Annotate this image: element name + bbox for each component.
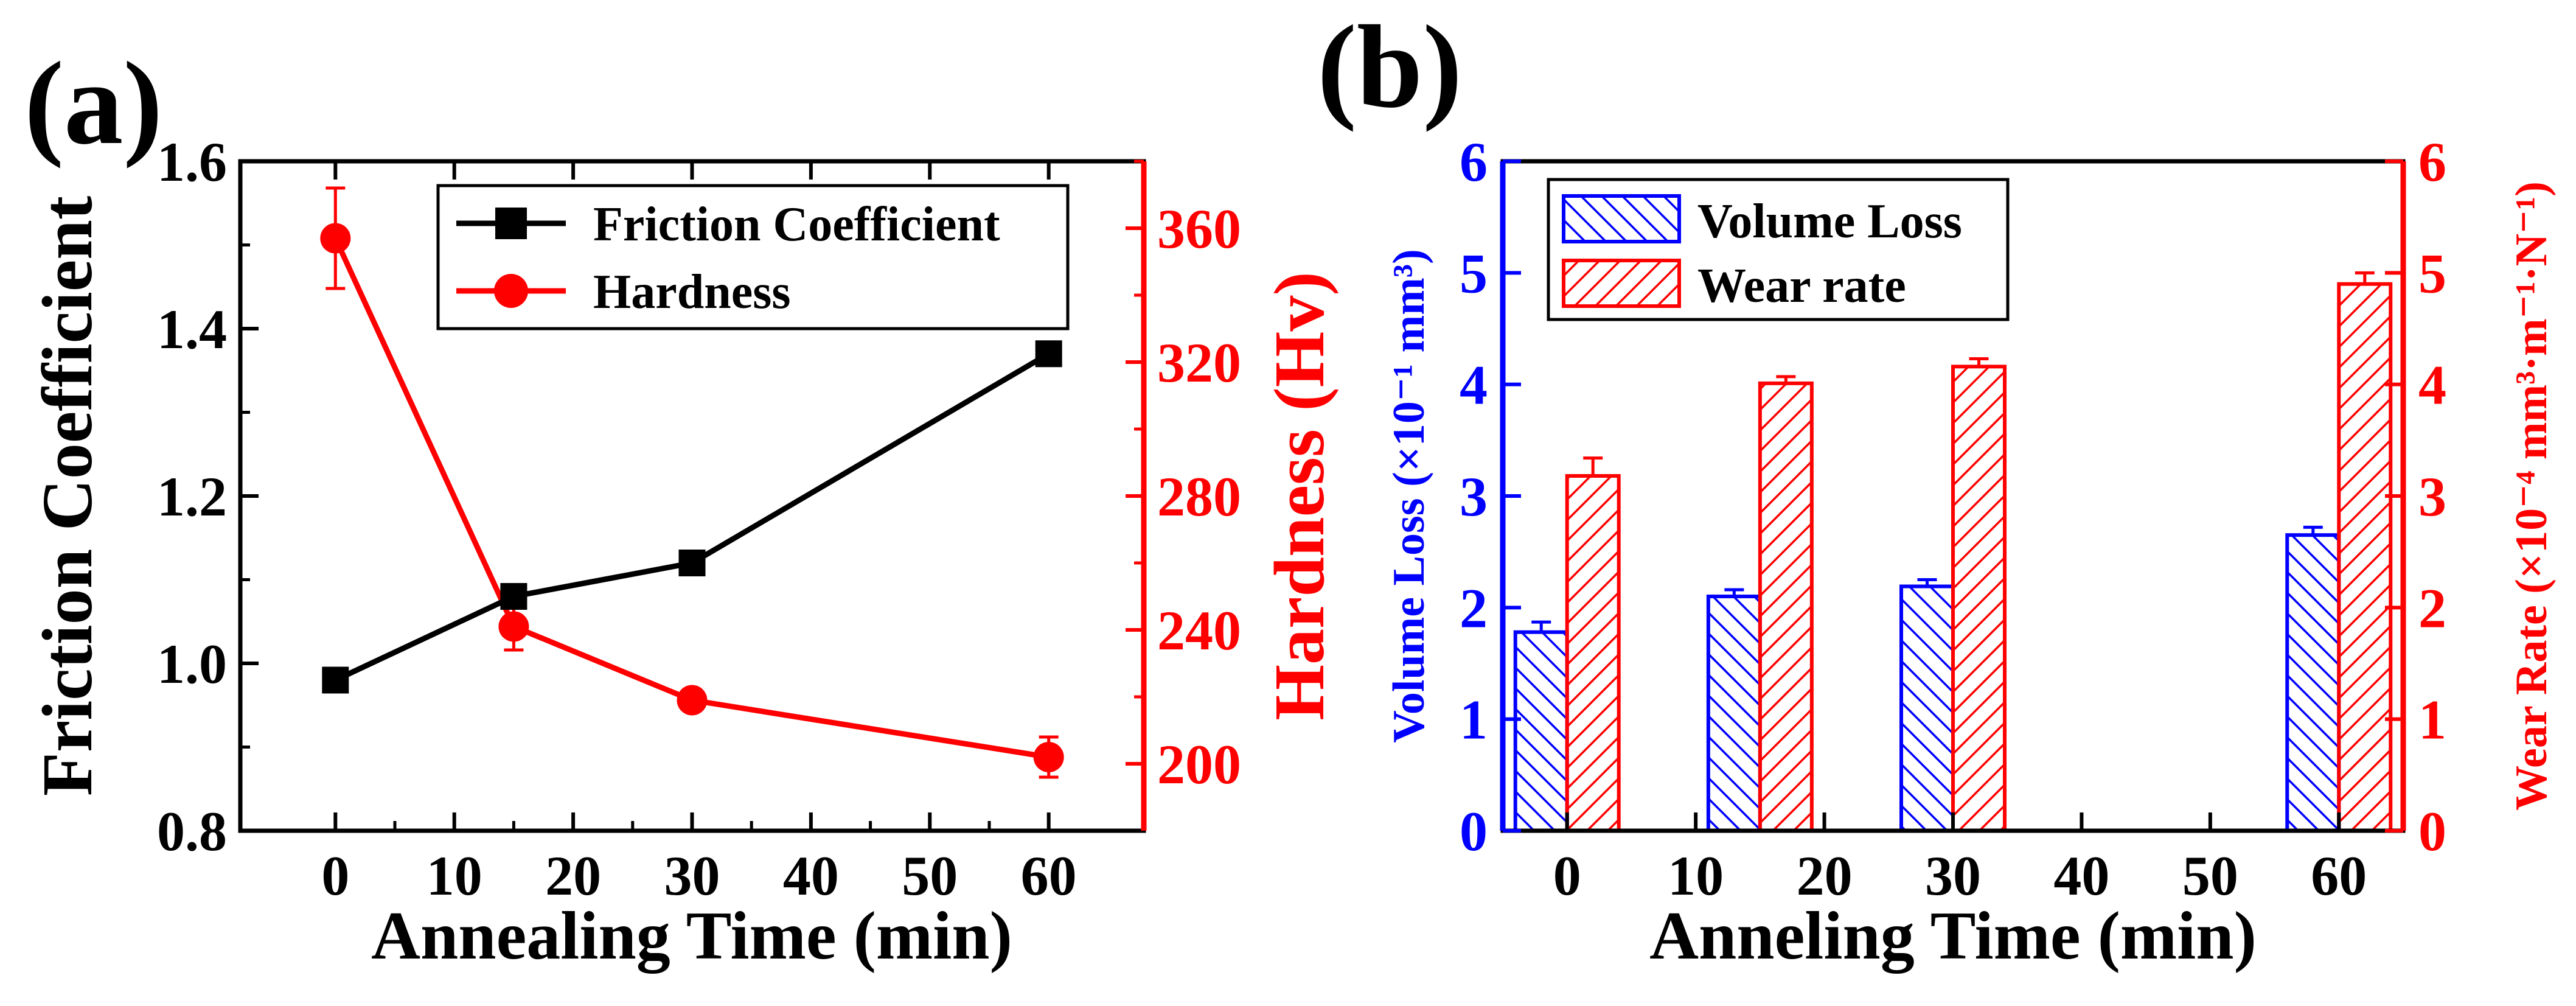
panel-b-left-tick-label: 4 (1460, 354, 1488, 416)
panel-a-left-tick-label: 1.6 (157, 131, 227, 193)
hardness-line (333, 237, 1050, 760)
volume-loss-bar (2285, 533, 2341, 833)
panel-a: (a) 0 10 20 30 40 50 60 0.8 1.0 1.2 1.4 1.6 200 240 28… (24, 38, 1339, 974)
panel-b-label: (b) (1317, 1, 1462, 133)
legend-friction-marker (495, 208, 527, 239)
panel-a-right-tick-label: 280 (1157, 466, 1241, 528)
panel-a-x-tick-label: 40 (783, 845, 839, 907)
panel-b-left-tick-label: 6 (1460, 131, 1488, 193)
friction-point (322, 666, 349, 694)
panel-b-x-tick-label: 20 (1797, 845, 1853, 907)
panel-b-x-axis-label: Anneling Time (min) (1649, 898, 2257, 974)
panel-a-x-axis-label: Annealing Time (min) (371, 898, 1012, 974)
panel-a-left-tick-label: 1.0 (157, 633, 227, 695)
panel-a-left-tick-label: 1.4 (157, 298, 227, 360)
legend-volume-swatch (1562, 194, 1681, 243)
wear-rate-bar (1951, 365, 2007, 833)
panel-a-x-tick-label: 20 (545, 845, 601, 907)
panel-a-x-tick-label: 30 (664, 845, 720, 907)
panel-b-left-axis-label: Volume Loss (×10⁻¹ mm³) (1384, 249, 1434, 742)
panel-a-x-tick-label: 10 (426, 845, 482, 907)
panel-b-legend: Volume Loss Wear rate (1547, 178, 2010, 321)
legend-friction-label: Friction Coefficient (593, 198, 1000, 251)
wear-rate-bar (1565, 474, 1621, 833)
panel-b-x-tick-label: 30 (1925, 845, 1981, 907)
panel-a-right-axis-label: Hardness (Hv) (1259, 271, 1339, 721)
panel-b-bars (1513, 271, 2393, 833)
panel-a-legend-box (436, 184, 1070, 330)
panel-b-right-tick-label: 6 (2418, 131, 2446, 193)
panel-b-right-tick-label: 1 (2418, 689, 2446, 751)
panel-b-right-tick-label: 3 (2418, 466, 2446, 528)
panel-a-left-tick-label: 0.8 (157, 800, 227, 862)
volume-loss-bar (1513, 630, 1569, 833)
panel-b-left-tick-label: 2 (1460, 577, 1488, 639)
hardness-point (320, 223, 351, 254)
legend-volume-label: Volume Loss (1697, 195, 1962, 248)
volume-loss-bar (1899, 584, 1955, 833)
panel-b-left-tick-label: 5 (1460, 242, 1488, 304)
panel-b-x-tick-label: 10 (1668, 845, 1724, 907)
panel-a-right-tick-label: 240 (1157, 599, 1241, 662)
panel-a-hardness-series (320, 186, 1064, 779)
legend-hardness-label: Hardness (593, 265, 791, 319)
panel-a-left-tick-label: 1.2 (157, 466, 227, 528)
panel-a-friction-series (322, 340, 1062, 694)
panel-a-right-tick-label: 320 (1157, 332, 1241, 394)
friction-point (1035, 340, 1062, 368)
panel-b-left-tick-label: 0 (1460, 800, 1488, 862)
panel-b-right-tick-label: 5 (2418, 242, 2446, 304)
panel-a-x-tick-label: 60 (1021, 845, 1077, 907)
hardness-point (498, 611, 529, 642)
friction-point (500, 583, 527, 610)
panel-a-left-axis-label: Friction Coefficient (27, 196, 107, 796)
panel-a-legend: Friction Coefficient Hardness (436, 184, 1070, 330)
legend-wear-label: Wear rate (1697, 259, 1906, 313)
panel-b-right-tick-label: 2 (2418, 577, 2446, 639)
panel-a-label: (a) (24, 38, 162, 169)
panel-a-right-tick-label: 200 (1157, 733, 1241, 795)
panel-b-left-tick-label: 3 (1460, 466, 1488, 528)
friction-line (334, 351, 1050, 683)
panel-b-x-tick-label: 0 (1553, 845, 1581, 907)
panel-b-x-tick-label: 50 (2182, 845, 2238, 907)
panel-b-left-tick-label: 1 (1460, 689, 1488, 751)
legend-wear-swatch (1562, 259, 1681, 308)
panel-a-right-tick-label: 360 (1157, 198, 1241, 260)
panel-a-axes: 0 10 20 30 40 50 60 0.8 1.0 1.2 1.4 1.6 200 240 280 320… (157, 131, 1241, 907)
hardness-point (677, 685, 708, 716)
panel-b-right-tick-label: 4 (2418, 354, 2446, 416)
panel-b-x-tick-label: 40 (2053, 845, 2109, 907)
panel-b-right-axis-label: Wear Rate (×10⁻⁴ mm³·m⁻¹·N⁻¹) (2507, 181, 2557, 811)
panel-b-right-tick-label: 0 (2418, 800, 2446, 862)
panel-b-x-tick-label: 60 (2311, 845, 2367, 907)
friction-point (678, 550, 706, 576)
hardness-point (1033, 742, 1064, 772)
wear-rate-bar (2337, 282, 2393, 833)
volume-loss-bar (1706, 595, 1762, 833)
wear-rate-bar (1758, 381, 1814, 833)
legend-hardness-marker (494, 274, 528, 308)
panel-a-x-tick-label: 50 (902, 845, 958, 907)
panel-a-x-tick-label: 0 (321, 845, 349, 907)
